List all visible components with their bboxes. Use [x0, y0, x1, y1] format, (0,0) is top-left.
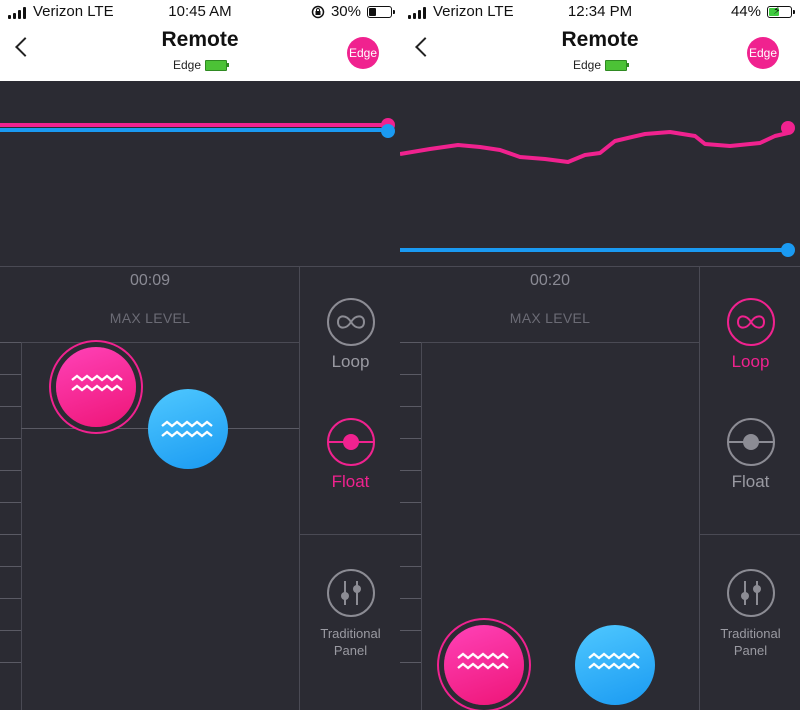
carrier-label: Verizon LTE: [433, 3, 514, 20]
blue-motor-knob[interactable]: [148, 389, 228, 469]
pink-motor-knob[interactable]: [56, 347, 136, 427]
signal-icon: [8, 7, 28, 19]
float-icon: [726, 418, 775, 466]
timer: 00:20: [529, 272, 571, 289]
loop-mode-button[interactable]: Loop: [700, 298, 800, 372]
mode-sidebar: Loop Float Traditional Panel: [299, 267, 400, 710]
device-name: Edge: [572, 58, 602, 72]
sliders-icon: [326, 569, 375, 617]
loop-label: Loop: [731, 352, 770, 371]
infinity-icon: [726, 298, 775, 346]
blue-graph-point: [381, 124, 395, 138]
loop-label: Loop: [331, 352, 370, 371]
intensity-graph: [0, 81, 400, 267]
wave-icon: [71, 374, 123, 392]
header: Verizon LTE 10:45 AM 30% Remote Edge Edg…: [0, 0, 400, 81]
pink-graph-point: [781, 121, 795, 135]
divider: [400, 266, 800, 267]
status-time: 12:34 PM: [567, 3, 633, 20]
device-badge-button[interactable]: Edge: [747, 37, 779, 69]
blue-graph-point: [781, 243, 795, 257]
device-battery-icon: [205, 60, 230, 72]
float-mode-button[interactable]: Float: [300, 418, 400, 492]
wave-icon: [588, 652, 640, 670]
battery-percent: 30%: [330, 3, 361, 20]
pink-motor-knob[interactable]: [444, 625, 524, 705]
device-name: Edge: [172, 58, 202, 72]
float-label: Float: [331, 472, 370, 491]
remote-screen-left: Verizon LTE 10:45 AM 30% Remote Edge Edg…: [0, 0, 400, 710]
status-bar: Verizon LTE 12:34 PM 44% ⚡: [400, 0, 800, 24]
float-icon: [326, 418, 375, 466]
wave-icon: [457, 652, 509, 670]
mode-sidebar: Loop Float Traditional Panel: [699, 267, 800, 710]
traditional-panel-button[interactable]: Traditional Panel: [700, 569, 800, 659]
rotation-lock-icon: [311, 5, 325, 18]
traditional-panel-label: Traditional Panel: [720, 626, 781, 658]
blue-motor-knob[interactable]: [575, 625, 655, 705]
signal-icon: [408, 7, 428, 19]
battery-charging-icon: ⚡: [767, 5, 795, 18]
status-bar: Verizon LTE 10:45 AM 30%: [0, 0, 400, 24]
traditional-panel-label: Traditional Panel: [320, 626, 381, 658]
header: Verizon LTE 12:34 PM 44% ⚡ Remote Edge E…: [400, 0, 800, 81]
max-level-label: MAX LEVEL: [509, 310, 591, 326]
divider: [0, 266, 400, 267]
device-battery-icon: [605, 60, 630, 72]
wave-icon: [161, 420, 213, 438]
intensity-graph: [400, 81, 800, 267]
device-badge-button[interactable]: Edge: [347, 37, 379, 69]
battery-icon: [367, 5, 395, 18]
control-pad[interactable]: [0, 342, 300, 710]
device-subtitle: Edge: [0, 58, 400, 72]
page-title: Remote: [561, 28, 639, 51]
device-subtitle: Edge: [400, 58, 800, 72]
float-label: Float: [731, 472, 770, 491]
page-title: Remote: [161, 28, 239, 51]
max-level-label: MAX LEVEL: [109, 310, 191, 326]
pink-graph-line: [400, 130, 789, 164]
infinity-icon: [326, 298, 375, 346]
battery-percent: 44%: [730, 3, 761, 20]
remote-screen-right: Verizon LTE 12:34 PM 44% ⚡ Remote Edge E…: [400, 0, 800, 710]
loop-mode-button[interactable]: Loop: [300, 298, 400, 372]
timer: 00:09: [129, 272, 171, 289]
float-mode-button[interactable]: Float: [700, 418, 800, 492]
control-pad[interactable]: [400, 342, 700, 710]
status-time: 10:45 AM: [168, 3, 232, 20]
traditional-panel-button[interactable]: Traditional Panel: [300, 569, 400, 659]
sliders-icon: [726, 569, 775, 617]
carrier-label: Verizon LTE: [33, 3, 114, 20]
